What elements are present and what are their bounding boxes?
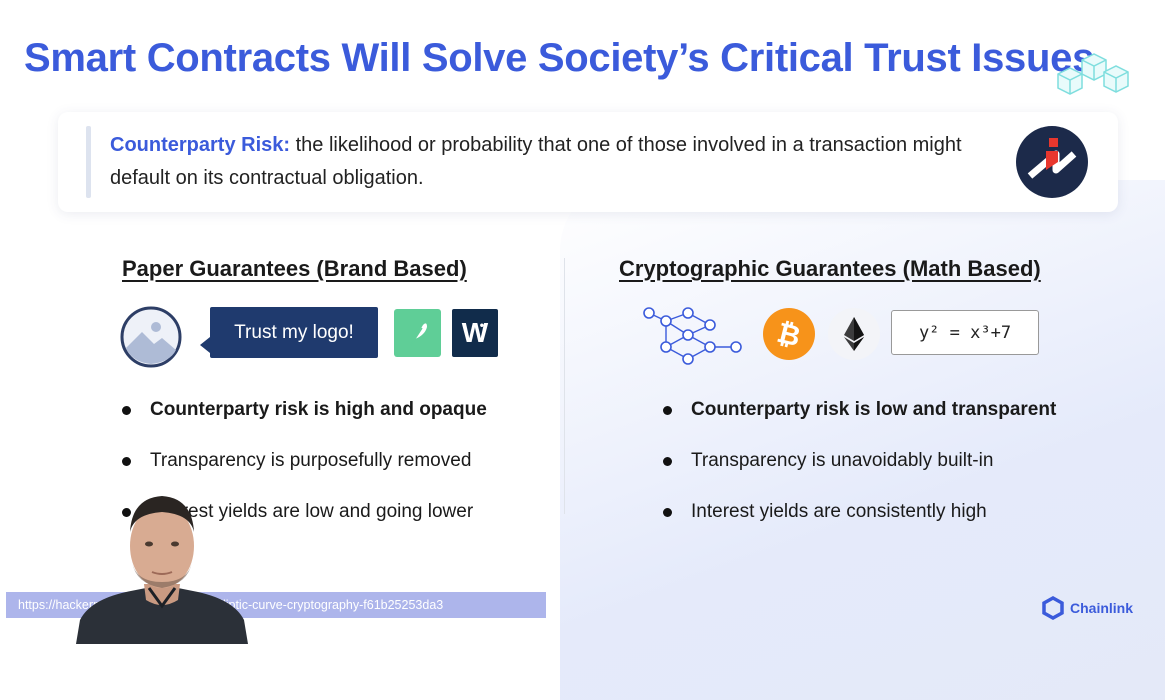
w-logo-letter: W [461,317,489,348]
definition-term: Counterparty Risk: [110,134,291,156]
injective-logo-icon [1016,126,1088,198]
list-item: Counterparty risk is high and opaque [122,399,487,450]
chainlink-label: Chainlink [1070,600,1134,616]
cubes-icon [1057,53,1129,95]
chainlink-brand: Chainlink [1042,596,1133,620]
list-item: Transparency is unavoidably built-in [663,450,1056,501]
image-placeholder-icon [120,306,182,368]
background-gradient [560,180,1165,700]
definition-text: Counterparty Risk: the likelihood or pro… [110,129,990,195]
list-item: Interest yields are consistently high [663,501,1056,552]
column-divider [564,258,565,514]
slide-title: Smart Contracts Will Solve Society’s Cri… [24,36,1095,80]
crypto-guarantees-title: Cryptographic Guarantees (Math Based) [619,256,1041,281]
paper-guarantees-list: Counterparty risk is high and opaque Tra… [122,399,487,552]
definition-card: Counterparty Risk: the likelihood or pro… [58,112,1118,212]
feather-icon [409,323,427,346]
feather-logo [394,309,441,357]
definition-body: the likelihood or probability that one o… [110,134,962,189]
bitcoin-icon: ₿ [763,308,815,360]
crypto-guarantees-list: Counterparty risk is low and transparent… [663,399,1056,552]
trust-my-logo-badge: Trust my logo! [200,307,378,358]
network-graph-icon [643,307,742,365]
list-item: Transparency is purposefully removed [122,450,487,501]
presenter-webcam [76,496,248,644]
quote-bar [86,126,91,198]
list-item: Counterparty risk is low and transparent [663,399,1056,450]
list-item: Interest yields are low and going lower [122,501,487,552]
ethereum-icon [828,308,880,360]
w-logo: W • [452,309,498,357]
chainlink-hexagon-icon [1042,596,1064,620]
paper-guarantees-title: Paper Guarantees (Brand Based) [122,256,467,281]
w-logo-dot: • [479,318,484,332]
elliptic-curve-equation: y² = x³+7 [891,310,1039,355]
